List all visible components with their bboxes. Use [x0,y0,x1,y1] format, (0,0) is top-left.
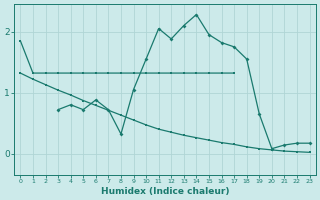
X-axis label: Humidex (Indice chaleur): Humidex (Indice chaleur) [101,187,229,196]
